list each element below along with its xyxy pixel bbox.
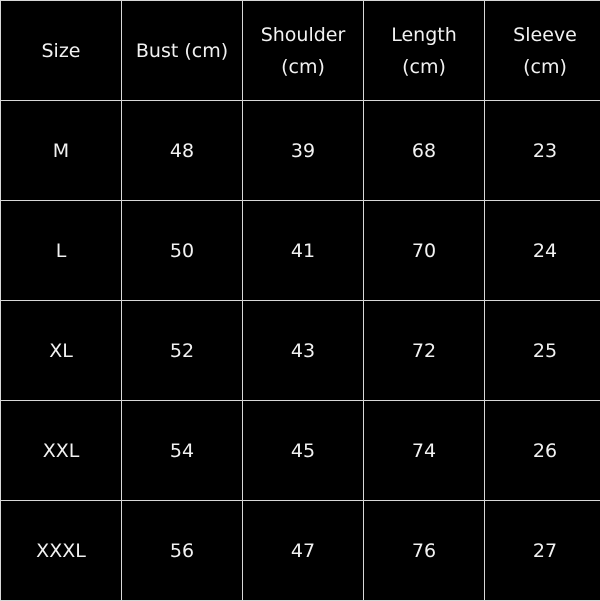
header-text: Shoulder <box>261 24 346 46</box>
table-cell: 72 <box>364 301 485 401</box>
table-cell: 48 <box>122 101 243 201</box>
table-cell: 50 <box>122 201 243 301</box>
table-cell: 76 <box>364 501 485 601</box>
table-cell: 27 <box>485 501 600 601</box>
table-cell: 43 <box>243 301 364 401</box>
header-text: Size <box>41 40 80 62</box>
header-text: Bust (cm) <box>136 40 228 62</box>
header-cell: Shoulder (cm) <box>243 1 364 101</box>
table-cell: L <box>1 201 122 301</box>
table-cell: 74 <box>364 401 485 501</box>
header-cell: Bust (cm) <box>122 1 243 101</box>
table-cell: 56 <box>122 501 243 601</box>
table-cell: 41 <box>243 201 364 301</box>
header-text: (cm) <box>281 56 325 78</box>
table-cell: 25 <box>485 301 600 401</box>
header-text: Sleeve <box>513 24 577 46</box>
table-cell: XXXL <box>1 501 122 601</box>
table-cell: 47 <box>243 501 364 601</box>
table-cell: XXL <box>1 401 122 501</box>
table-cell: 70 <box>364 201 485 301</box>
header-text: (cm) <box>523 56 567 78</box>
table-cell: 68 <box>364 101 485 201</box>
table-cell: 23 <box>485 101 600 201</box>
table-cell: 54 <box>122 401 243 501</box>
table-cell: M <box>1 101 122 201</box>
table-cell: XL <box>1 301 122 401</box>
header-cell: Sleeve (cm) <box>485 1 600 101</box>
table-cell: 45 <box>243 401 364 501</box>
table-cell: 26 <box>485 401 600 501</box>
table-cell: 24 <box>485 201 600 301</box>
header-cell: Length (cm) <box>364 1 485 101</box>
table-cell: 52 <box>122 301 243 401</box>
header-text: (cm) <box>402 56 446 78</box>
header-text: Length <box>391 24 457 46</box>
header-cell: Size <box>1 1 122 101</box>
table-cell: 39 <box>243 101 364 201</box>
